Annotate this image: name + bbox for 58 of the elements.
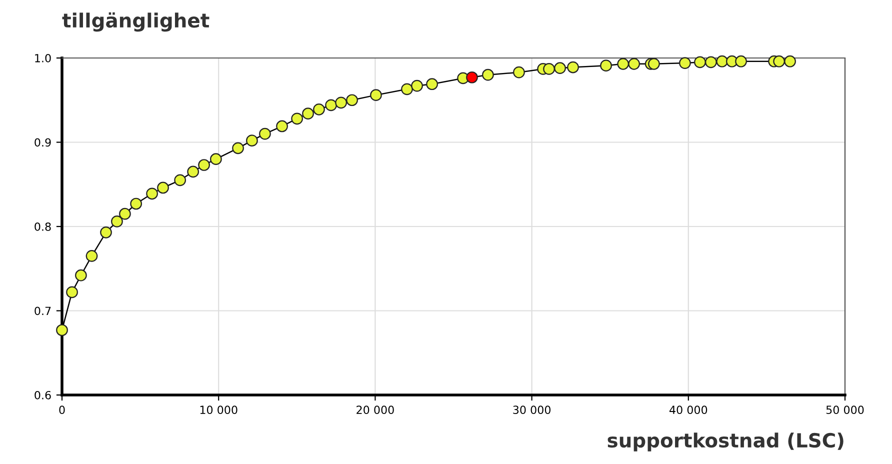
point <box>232 142 244 154</box>
point <box>679 57 691 69</box>
point <box>276 120 288 132</box>
point <box>513 66 525 78</box>
point <box>716 55 728 68</box>
point <box>346 94 358 106</box>
chart-title: tillgänglighet <box>62 12 210 32</box>
x-tick-label: 20 000 <box>356 406 394 414</box>
point <box>246 134 258 146</box>
point <box>119 208 131 220</box>
point <box>313 103 325 116</box>
point <box>554 62 566 74</box>
point <box>543 63 555 75</box>
y-tick-label: 0.7 <box>34 306 51 316</box>
x-tick-label: 0 <box>59 406 65 414</box>
point <box>370 89 382 102</box>
y-tick-label: 0.9 <box>34 138 51 147</box>
point <box>86 250 98 262</box>
x-axis-title: supportkostnad (LSC) <box>608 432 844 452</box>
point <box>302 108 314 120</box>
point <box>401 83 413 96</box>
point <box>56 324 68 336</box>
point <box>291 112 303 125</box>
point <box>75 269 87 282</box>
point <box>325 99 337 112</box>
y-tick-label: 1.0 <box>35 54 51 62</box>
point <box>66 286 78 298</box>
point <box>482 68 494 81</box>
point <box>187 166 200 178</box>
x-tick-label: 50 000 <box>826 406 864 414</box>
point <box>648 58 660 70</box>
point <box>567 61 579 74</box>
point <box>600 60 612 72</box>
point <box>705 56 717 68</box>
x-tick-label: 30 000 <box>513 406 550 414</box>
point <box>111 216 123 228</box>
point <box>617 58 630 70</box>
x-tick-label: 40 000 <box>670 406 708 414</box>
point <box>198 159 210 171</box>
y-tick-label: 0.6 <box>34 390 51 400</box>
point <box>259 128 271 140</box>
point <box>174 174 186 186</box>
point <box>100 226 112 238</box>
x-tick-label: 10 000 <box>200 406 238 414</box>
point <box>773 55 786 68</box>
point <box>335 96 347 109</box>
point <box>466 71 478 84</box>
point <box>426 78 438 90</box>
point <box>735 55 747 68</box>
point <box>157 182 169 194</box>
point <box>784 55 796 68</box>
point <box>130 198 142 210</box>
point <box>411 80 423 92</box>
y-tick-label: 0.8 <box>34 222 51 231</box>
point <box>146 188 158 200</box>
point <box>628 58 640 70</box>
point <box>210 153 222 166</box>
point <box>694 56 706 68</box>
